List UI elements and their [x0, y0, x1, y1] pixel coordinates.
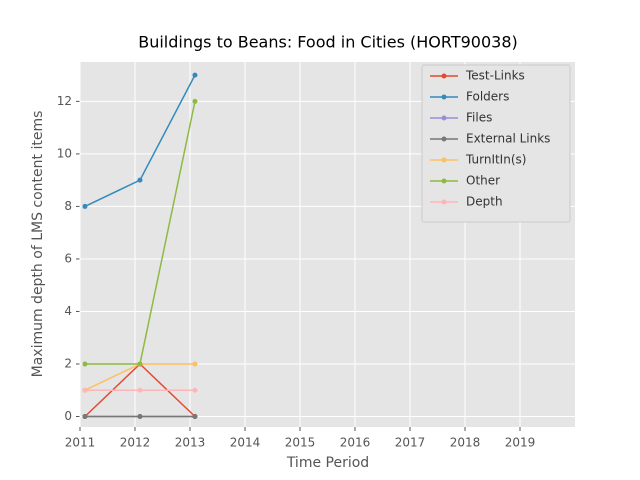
data-point	[82, 387, 88, 393]
legend-box	[421, 64, 571, 223]
data-point	[82, 361, 88, 367]
legend-label: TurnItIn(s)	[465, 153, 526, 167]
legend-label: External Links	[466, 132, 550, 146]
y-tick-label: 12	[57, 94, 72, 108]
legend-label: Files	[466, 111, 492, 125]
y-tick-label: 6	[64, 251, 72, 265]
data-point	[82, 413, 88, 419]
chart-title: Buildings to Beans: Food in Cities (HORT…	[138, 33, 518, 52]
x-axis-label: Time Period	[286, 455, 369, 471]
legend-label: Test-Links	[465, 69, 525, 83]
legend-label: Depth	[466, 195, 503, 209]
y-axis-label: Maximum depth of LMS content items	[30, 111, 46, 378]
y-tick-label: 4	[64, 304, 72, 318]
legend-label: Other	[466, 174, 500, 188]
legend-label: Folders	[466, 90, 509, 104]
data-point	[137, 361, 143, 367]
data-point	[192, 361, 198, 367]
data-point	[192, 72, 198, 78]
y-tick-label: 0	[64, 409, 72, 423]
x-tick-label: 2016	[340, 436, 371, 450]
y-tick-label: 10	[57, 146, 72, 160]
y-tick-label: 2	[64, 356, 72, 370]
x-tick-label: 2017	[395, 436, 426, 450]
x-tick-label: 2019	[505, 436, 536, 450]
legend-marker	[441, 199, 447, 205]
legend-marker	[441, 136, 447, 142]
x-tick-label: 2015	[285, 436, 316, 450]
data-point	[192, 387, 198, 393]
x-tick-label: 2018	[450, 436, 481, 450]
x-tick-label: 2014	[230, 436, 261, 450]
data-point	[82, 203, 88, 209]
legend-marker	[441, 94, 447, 100]
legend-marker	[441, 178, 447, 184]
y-tick-label: 8	[64, 199, 72, 213]
data-point	[137, 177, 143, 183]
data-point	[192, 98, 198, 104]
data-point	[192, 413, 198, 419]
legend-marker	[441, 73, 447, 79]
x-tick-label: 2013	[175, 436, 206, 450]
legend-marker	[441, 115, 447, 121]
legend-marker	[441, 157, 447, 163]
data-point	[137, 387, 143, 393]
x-tick-label: 2012	[120, 436, 151, 450]
x-tick-label: 2011	[65, 436, 96, 450]
data-point	[137, 413, 143, 419]
